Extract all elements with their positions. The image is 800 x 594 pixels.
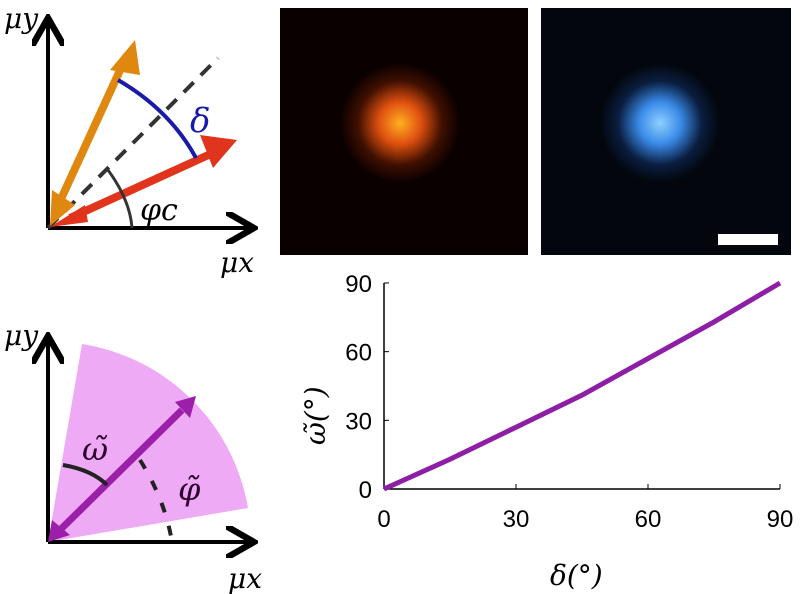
image-panels (280, 8, 791, 255)
top-y-label: μy (4, 2, 39, 35)
omega-arc (62, 463, 109, 487)
top-x-label: μx (220, 246, 254, 279)
phi-arc (138, 458, 174, 543)
orange-dipole-arrow (52, 53, 131, 212)
omega-label: ω̃ (82, 430, 108, 468)
top-diagram: μy μx δ φc (4, 2, 254, 279)
bottom-y-label: μy (4, 319, 39, 352)
delta-arc (117, 78, 198, 159)
y-tick-label: 90 (345, 271, 372, 298)
phi-arc (106, 169, 134, 229)
phi-c-label: φc (140, 193, 178, 228)
omega-vs-delta-chart: 0 30 60 90 0 30 60 90 δ(°) ω̃(°) (299, 271, 793, 592)
purple-dipole-arrow (57, 407, 185, 533)
delta-label: δ (190, 101, 210, 141)
x-tick-label: 0 (377, 506, 390, 533)
bottom-diagram: μy μx ω̃ φ̃ (4, 319, 262, 594)
red-arrowhead (200, 135, 237, 168)
chart-y-label: ω̃(°) (299, 386, 332, 445)
purple-arrowhead-tail (48, 520, 70, 542)
purple-arrowhead (175, 396, 196, 418)
blue-spot (600, 63, 720, 183)
y-tick-label: 60 (345, 340, 372, 367)
red-arrowhead-tail (50, 205, 88, 227)
orange-spot (340, 63, 460, 183)
y-tick-label: 0 (359, 477, 372, 504)
scale-bar (718, 234, 778, 245)
bottom-x-label: μx (228, 562, 262, 594)
x-tick-label: 60 (635, 506, 662, 533)
dashed-center-line (46, 56, 220, 230)
x-tick-label: 90 (767, 506, 794, 533)
orange-arrowhead-tail (50, 190, 75, 226)
x-tick-label: 30 (503, 506, 530, 533)
red-dipole-arrow (68, 148, 217, 222)
phi-tilde-label: φ̃ (178, 470, 201, 508)
y-tick-label: 30 (345, 408, 372, 435)
orange-arrowhead (110, 40, 140, 75)
chart-x-label: δ(°) (550, 559, 603, 592)
omega-curve (382, 280, 782, 492)
